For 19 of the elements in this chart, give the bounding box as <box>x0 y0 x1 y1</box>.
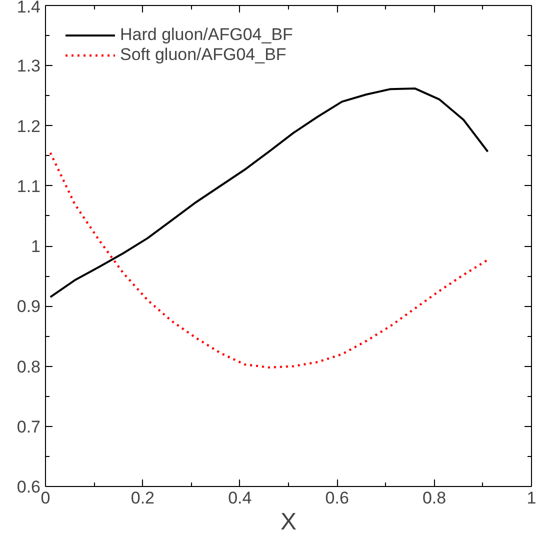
y-tick-label: 1.2 <box>16 116 41 136</box>
x-tick-label: 0.8 <box>422 488 446 508</box>
x-tick-label: 0 <box>40 488 50 508</box>
y-tick-label: 0.7 <box>16 417 41 436</box>
x-tick-label: 0.2 <box>130 488 155 508</box>
x-axis-title: X <box>280 508 297 536</box>
x-tick-label: 0.4 <box>228 488 252 508</box>
y-tick-label: 0.8 <box>16 357 41 376</box>
y-tick-label: 0.9 <box>16 297 41 316</box>
legend-label: Soft gluon/AFG04_BF <box>120 45 286 65</box>
line-series <box>49 87 489 298</box>
line-series <box>49 152 489 369</box>
y-tick-label: 1.1 <box>16 176 41 196</box>
y-tick-label: 1.4 <box>16 0 41 16</box>
y-tick-label: 1.3 <box>16 56 41 76</box>
legend-label: Hard gluon/AFG04_BF <box>120 25 293 45</box>
x-tick-label: 0.6 <box>325 488 349 508</box>
x-tick-label: 1 <box>526 488 536 508</box>
y-tick-label: 1 <box>31 237 41 256</box>
